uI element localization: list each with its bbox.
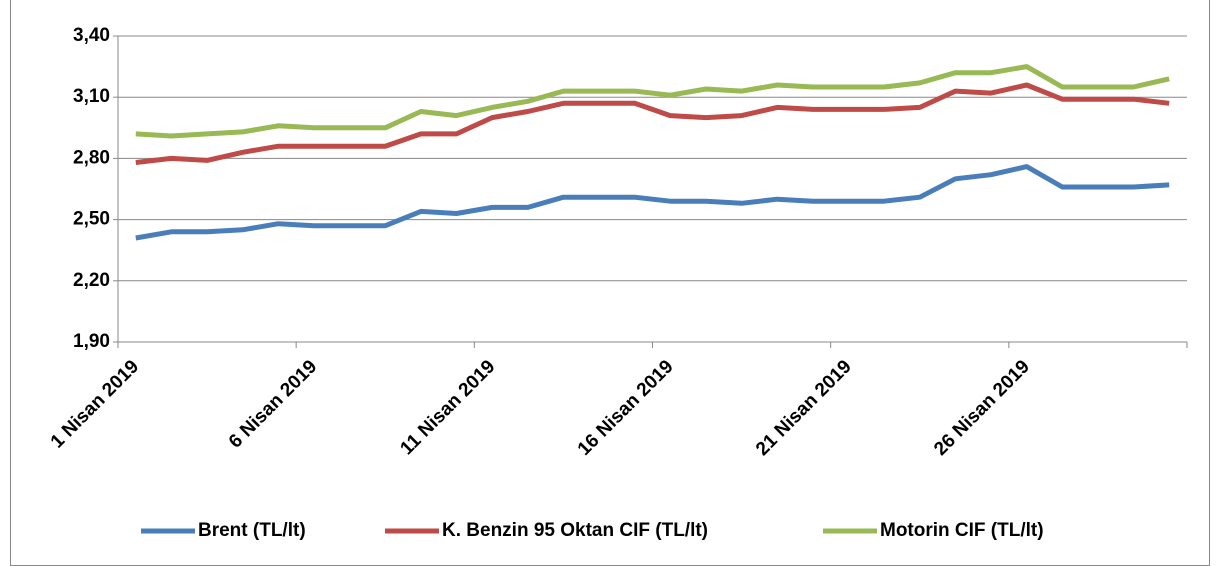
x-tick-label: 16 Nisan 2019 <box>574 356 678 460</box>
y-tick-label: 3,40 <box>73 25 110 46</box>
series-line <box>135 64 1170 139</box>
x-tick-label: 11 Nisan 2019 <box>396 356 499 459</box>
x-tick-label: 26 Nisan 2019 <box>930 356 1034 460</box>
legend-label: Brent (TL/lt) <box>198 520 306 541</box>
y-tick-label: 1,90 <box>73 331 110 352</box>
series-line <box>135 82 1170 165</box>
legend-label: Motorin CIF (TL/lt) <box>880 520 1044 541</box>
y-tick-label: 2,50 <box>73 209 110 230</box>
x-tick-label: 21 Nisan 2019 <box>752 356 856 460</box>
series-line <box>135 164 1170 241</box>
y-tick-label: 2,20 <box>73 270 110 291</box>
y-tick-label: 3,10 <box>73 86 110 107</box>
y-tick-label: 2,80 <box>73 147 110 168</box>
x-tick-label: 1 Nisan 2019 <box>47 356 143 452</box>
x-tick-label: 6 Nisan 2019 <box>225 356 321 452</box>
legend-label: K. Benzin 95 Oktan CIF (TL/lt) <box>442 520 708 541</box>
